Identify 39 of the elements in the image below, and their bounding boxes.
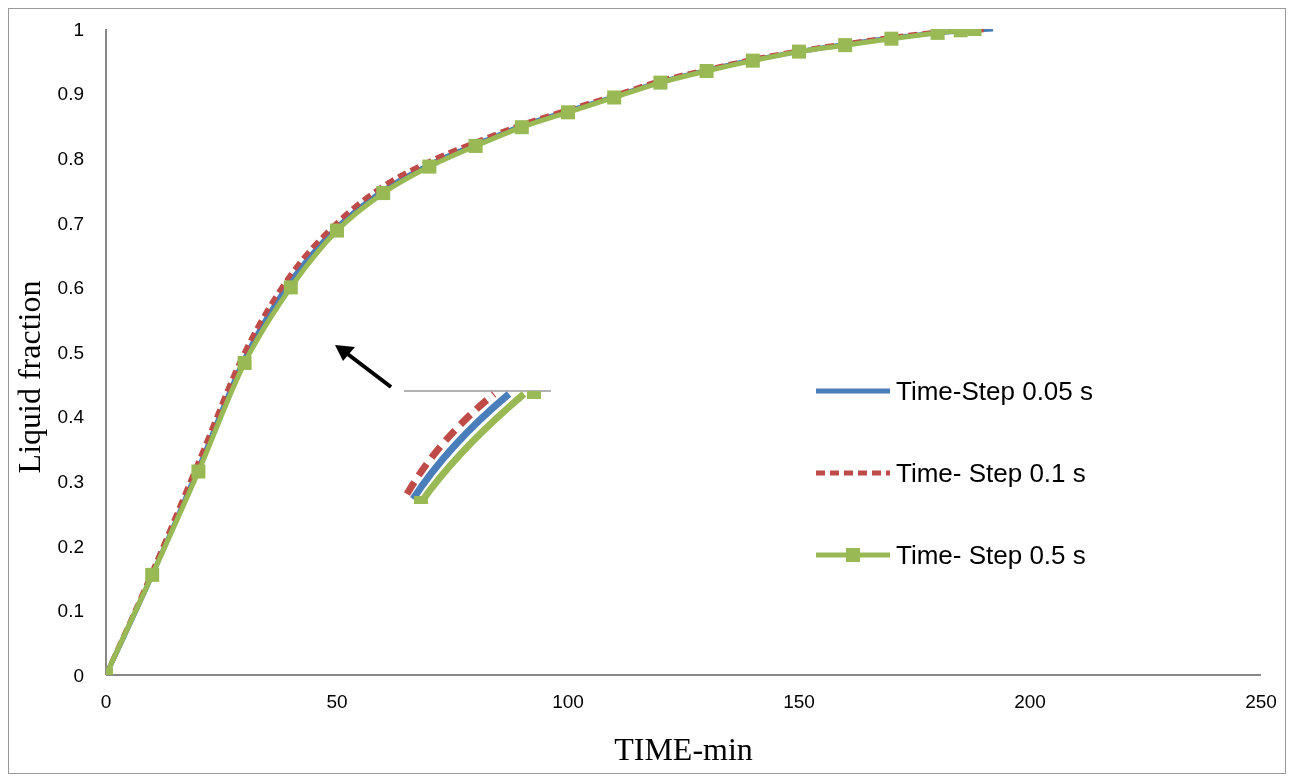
point [607, 90, 622, 105]
y-tick-label: 0.4 [57, 406, 85, 428]
x-tick-label: 100 [552, 691, 584, 713]
legend-label: Time-Step 0.05 s [896, 375, 1094, 407]
point [838, 38, 853, 53]
point [283, 280, 298, 295]
x-axis-title: TIME-min [613, 731, 754, 768]
point [792, 44, 806, 59]
point [745, 53, 760, 68]
point [884, 31, 899, 46]
y-tick-label: 0.8 [57, 147, 84, 169]
legend-label: Time- Step 0.1 s [896, 457, 1086, 489]
point [653, 75, 668, 90]
y-axis-title: Liquid fraction [10, 280, 48, 474]
y-tick-label: 0.2 [57, 535, 84, 557]
x-tick-label: 150 [783, 691, 815, 713]
x-tick-label: 250 [1245, 691, 1277, 713]
x-tick-label: 0 [100, 691, 112, 713]
point [699, 63, 714, 78]
y-tick-label: 0.7 [57, 212, 84, 234]
point [376, 186, 391, 201]
y-tick-label: 0.5 [57, 341, 84, 363]
x-tick-label: 200 [1014, 691, 1046, 713]
legend-label: Time- Step 0.5 s [896, 539, 1086, 571]
point [468, 138, 483, 153]
point [422, 159, 437, 174]
y-tick-label: 0.9 [57, 83, 84, 105]
y-tick-label: 0.6 [57, 277, 84, 299]
y-tick-label: 0 [73, 664, 84, 686]
point [561, 105, 575, 120]
point [145, 567, 160, 582]
point [514, 120, 529, 135]
y-tick-label: 1 [73, 18, 84, 40]
point [237, 355, 252, 370]
y-tick-label: 0.3 [57, 470, 84, 492]
point [330, 223, 344, 238]
point [191, 464, 206, 479]
y-tick-label: 0.1 [57, 600, 84, 622]
x-tick-label: 50 [326, 691, 348, 713]
